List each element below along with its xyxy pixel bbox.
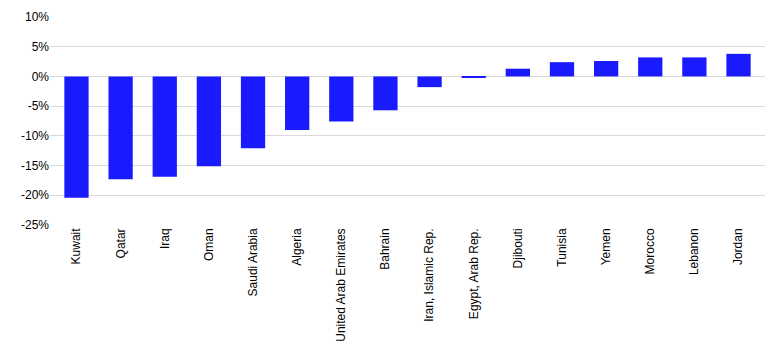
svg-text:10%: 10% (25, 10, 49, 24)
svg-text:Yemen: Yemen (599, 228, 613, 265)
svg-text:Jordan: Jordan (731, 228, 745, 265)
svg-text:Tunisia: Tunisia (555, 228, 569, 267)
svg-text:Iran, Islamic Rep.: Iran, Islamic Rep. (422, 228, 436, 321)
svg-text:Iraq: Iraq (158, 228, 172, 249)
svg-text:5%: 5% (32, 40, 50, 54)
svg-text:Qatar: Qatar (114, 228, 128, 258)
svg-text:Lebanon: Lebanon (687, 228, 701, 275)
svg-text:0%: 0% (32, 70, 50, 84)
svg-text:-5%: -5% (28, 99, 50, 113)
svg-text:-25%: -25% (21, 218, 49, 232)
svg-text:-20%: -20% (21, 188, 49, 202)
svg-text:Morocco: Morocco (643, 228, 657, 274)
svg-text:Oman: Oman (202, 228, 216, 261)
svg-text:Algeria: Algeria (290, 228, 304, 266)
svg-text:Kuwait: Kuwait (69, 228, 83, 265)
svg-text:Egypt, Arab Rep.: Egypt, Arab Rep. (467, 228, 481, 319)
svg-text:United Arab Emirates: United Arab Emirates (334, 228, 348, 341)
svg-text:-10%: -10% (21, 129, 49, 143)
svg-text:-15%: -15% (21, 159, 49, 173)
svg-text:Djibouti: Djibouti (511, 228, 525, 268)
svg-text:Bahrain: Bahrain (378, 228, 392, 269)
svg-text:Saudi Arabia: Saudi Arabia (246, 228, 260, 296)
